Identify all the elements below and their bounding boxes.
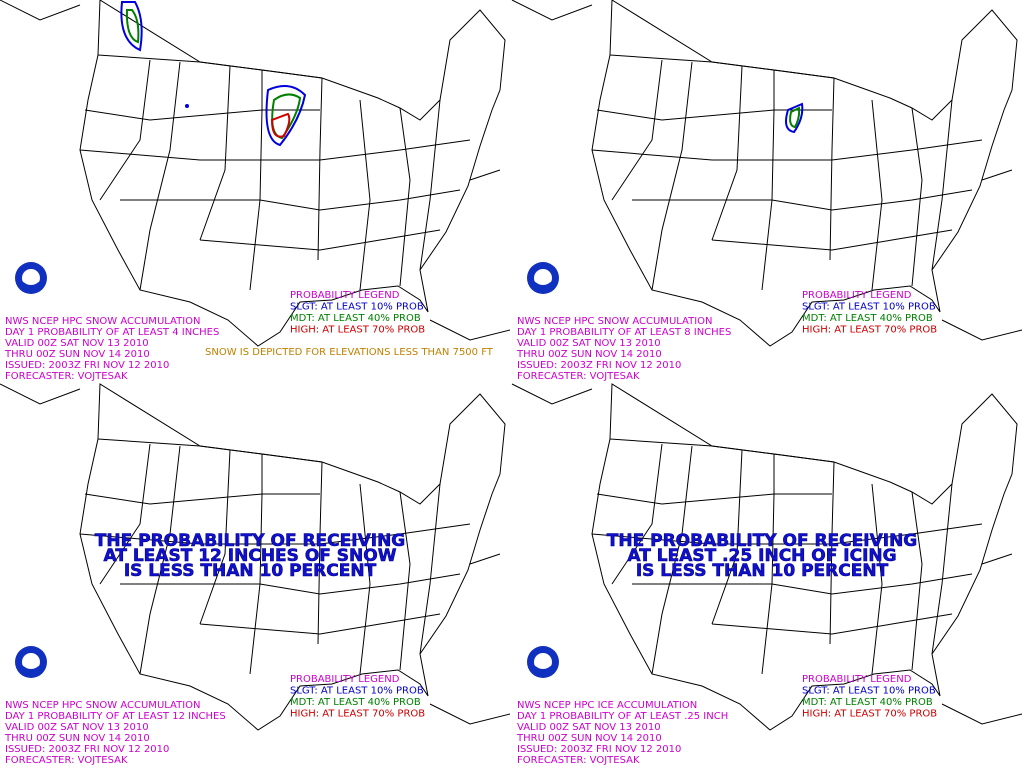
info-line: DAY 1 PROBABILITY OF AT LEAST 12 INCHES [5, 711, 226, 722]
message-line: THE PROBABILITY OF RECEIVING [607, 531, 918, 551]
note: SNOW IS DEPICTED FOR ELEVATIONS LESS THA… [205, 347, 494, 358]
legend-slgt: SLGT: AT LEAST 10% PROB [290, 686, 424, 697]
legend-mdt: MDT: AT LEAST 40% PROB [290, 313, 421, 324]
legend-mdt: MDT: AT LEAST 40% PROB [802, 697, 933, 708]
legend-high: HIGH: AT LEAST 70% PROB [290, 709, 425, 720]
legend-title: PROBABILITY LEGEND [290, 290, 400, 301]
info-line: ISSUED: 2003Z FRI NOV 12 2010 [5, 360, 169, 371]
legend-high: HIGH: AT LEAST 70% PROB [802, 709, 937, 720]
info-line: FORECASTER: VOJTESAK [517, 755, 640, 766]
legend-title: PROBABILITY LEGEND [802, 290, 912, 301]
message-line: IS LESS THAN 10 PERCENT [636, 561, 889, 581]
legend-title: PROBABILITY LEGEND [290, 674, 400, 685]
info-line: NWS NCEP HPC SNOW ACCUMULATION [5, 316, 201, 327]
info-line: NWS NCEP HPC SNOW ACCUMULATION [517, 316, 713, 327]
legend-title: PROBABILITY LEGEND [802, 674, 912, 685]
info-line: NWS NCEP HPC ICE ACCUMULATION [517, 700, 697, 711]
info-line: ISSUED: 2003Z FRI NOV 12 2010 [5, 744, 169, 755]
info-line: VALID 00Z SAT NOV 13 2010 [517, 338, 661, 349]
info-line: ISSUED: 2003Z FRI NOV 12 2010 [517, 360, 681, 371]
info-line: VALID 00Z SAT NOV 13 2010 [517, 722, 661, 733]
info-line: FORECASTER: VOJTESAK [517, 371, 640, 382]
info-line: VALID 00Z SAT NOV 13 2010 [5, 338, 149, 349]
info-line: DAY 1 PROBABILITY OF AT LEAST 4 INCHES [5, 327, 219, 338]
info-line: THRU 00Z SUN NOV 14 2010 [516, 349, 662, 360]
message-line: IS LESS THAN 10 PERCENT [124, 561, 377, 581]
info-line: VALID 00Z SAT NOV 13 2010 [5, 722, 149, 733]
legend-slgt: SLGT: AT LEAST 10% PROB [290, 302, 424, 313]
info-line: DAY 1 PROBABILITY OF AT LEAST .25 INCH [517, 711, 728, 722]
info-line: THRU 00Z SUN NOV 14 2010 [4, 349, 150, 360]
info-line: DAY 1 PROBABILITY OF AT LEAST 8 INCHES [517, 327, 731, 338]
info-line: THRU 00Z SUN NOV 14 2010 [516, 733, 662, 744]
info-line: FORECASTER: VOJTESAK [5, 371, 128, 382]
info-line: FORECASTER: VOJTESAK [5, 755, 128, 766]
legend-high: HIGH: AT LEAST 70% PROB [290, 325, 425, 336]
legend-mdt: MDT: AT LEAST 40% PROB [802, 313, 933, 324]
info-line: THRU 00Z SUN NOV 14 2010 [4, 733, 150, 744]
message-line: AT LEAST 12 INCHES OF SNOW [104, 546, 397, 566]
message-line: THE PROBABILITY OF RECEIVING [95, 531, 406, 551]
legend-slgt: SLGT: AT LEAST 10% PROB [802, 686, 936, 697]
legend-high: HIGH: AT LEAST 70% PROB [802, 325, 937, 336]
message-line: AT LEAST .25 INCH OF ICING [627, 546, 896, 566]
info-line: NWS NCEP HPC SNOW ACCUMULATION [5, 700, 201, 711]
legend-mdt: MDT: AT LEAST 40% PROB [290, 697, 421, 708]
legend-slgt: SLGT: AT LEAST 10% PROB [802, 302, 936, 313]
info-line: ISSUED: 2003Z FRI NOV 12 2010 [517, 744, 681, 755]
